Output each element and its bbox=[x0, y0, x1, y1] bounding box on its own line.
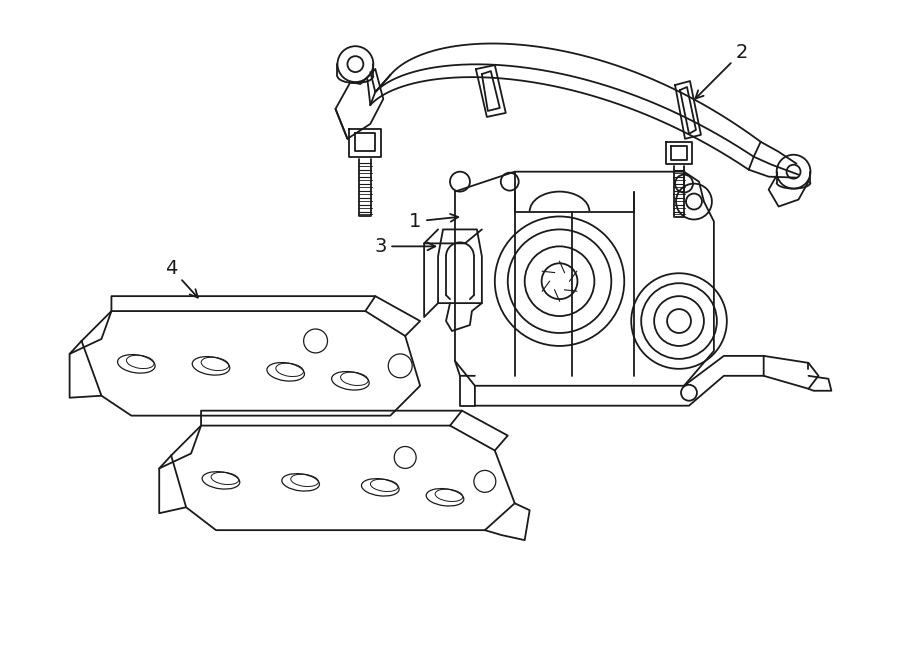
Text: 3: 3 bbox=[374, 237, 436, 256]
Text: 4: 4 bbox=[165, 258, 198, 297]
Text: 2: 2 bbox=[696, 43, 748, 98]
Text: 1: 1 bbox=[409, 212, 458, 231]
